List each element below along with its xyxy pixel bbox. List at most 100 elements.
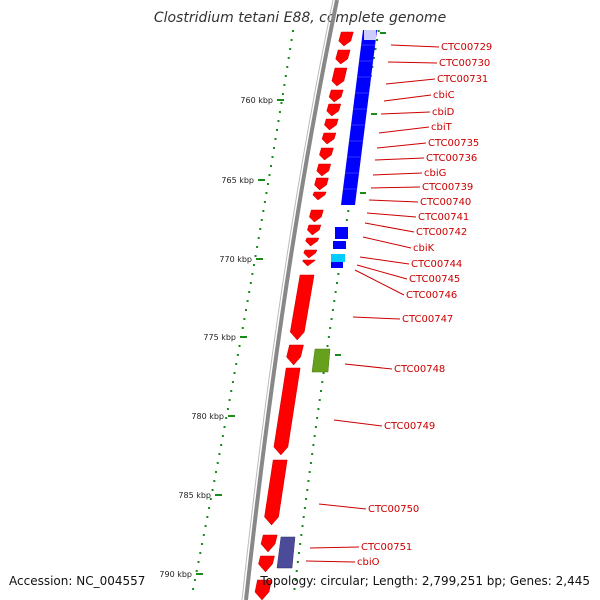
ruler-dash: [380, 32, 386, 34]
ruler-dot: [238, 345, 241, 347]
ruler-dot: [225, 417, 228, 419]
ruler-dot: [316, 417, 319, 419]
ruler-dot: [335, 282, 338, 284]
ruler-dot: [305, 498, 308, 500]
ruler-dash: [371, 113, 377, 115]
ruler-dot: [293, 588, 296, 590]
ruler-dot: [331, 309, 334, 311]
gene-label-ctc00746: CTC00746: [406, 290, 457, 301]
gene-arrow: [316, 163, 332, 177]
ruler-dot: [329, 327, 332, 329]
gene-label-cbic: cbiC: [433, 90, 455, 101]
ruler-dot: [218, 453, 221, 455]
gene-arrow: [307, 224, 322, 236]
ruler-dot: [319, 390, 322, 392]
ruler-dot: [252, 264, 255, 266]
leader-line: [385, 78, 436, 85]
ruler-dot: [262, 210, 265, 212]
kbp-tick: [258, 179, 265, 181]
kbp-tick: [277, 99, 284, 101]
leader-line: [309, 546, 360, 549]
operon-block-segment: [341, 30, 377, 205]
ruler-dot: [374, 48, 377, 50]
ruler-dot: [208, 507, 211, 509]
ruler-dot: [271, 156, 274, 158]
operon-block-cap: [364, 30, 376, 40]
ruler-dot: [313, 435, 316, 437]
ruler-dot: [333, 300, 336, 302]
ruler-dot: [236, 354, 239, 356]
ruler-dot: [312, 444, 315, 446]
ruler-dot: [263, 201, 266, 203]
gene-label-ctc00731: CTC00731: [437, 74, 488, 85]
ruler-dot: [294, 579, 297, 581]
ruler-dot: [266, 183, 269, 185]
ruler-dot: [308, 471, 311, 473]
ruler-dot: [275, 129, 278, 131]
leader-line: [387, 61, 438, 64]
kbp-tick-label: 790 kbp: [159, 570, 192, 579]
gene-arrow-long: [254, 579, 272, 600]
backbone-arc: [241, 0, 339, 600]
gene-label-cbig: cbiG: [424, 168, 446, 179]
ruler-dot: [283, 84, 286, 86]
leader-line: [378, 126, 430, 134]
ruler-dot: [257, 237, 260, 239]
gene-label-ctc00739: CTC00739: [422, 182, 473, 193]
leader-line: [356, 264, 408, 280]
ruler-dot: [309, 462, 312, 464]
gene-arrow: [314, 177, 329, 191]
ruler-dot: [204, 525, 207, 527]
ruler-dot: [281, 93, 284, 95]
ruler-dot: [298, 552, 301, 554]
ruler-dot: [327, 336, 330, 338]
leader-line: [359, 256, 410, 265]
gene-label-cbit: cbiT: [431, 122, 453, 133]
operon-blue-block: [341, 30, 377, 205]
ruler-dot: [197, 561, 200, 563]
kbp-tick-label: 785 kbp: [178, 491, 211, 500]
gene-block: [335, 227, 348, 239]
leader-line: [366, 212, 417, 218]
kbp-tick: [240, 336, 247, 338]
gene-label-ctc00749: CTC00749: [384, 421, 435, 432]
gene-label-ctc00747: CTC00747: [402, 314, 453, 325]
gene-arrow-long: [286, 344, 304, 366]
ruler-dot: [377, 30, 380, 32]
ruler-dot: [248, 291, 251, 293]
ruler-dot: [246, 300, 249, 302]
ruler-dot: [251, 273, 254, 275]
secondary-genes: [276, 32, 386, 569]
gene-block-navy: [276, 536, 296, 569]
leader-line: [364, 222, 415, 233]
gene-block-olive: [311, 348, 331, 373]
gene-labels: CTC00729 CTC00730 CTC00731 cbiC cbiD cbiT CTC0…: [357, 42, 492, 568]
ruler-dot: [192, 588, 195, 590]
gene-label-cbik: cbiK: [413, 243, 435, 254]
gene-arrow: [319, 147, 334, 161]
ruler-dot: [337, 273, 340, 275]
leader-line: [383, 94, 432, 102]
ruler-dot: [302, 516, 305, 518]
ruler-dot: [326, 345, 329, 347]
leader-line: [390, 44, 440, 48]
ruler-dot: [226, 408, 229, 410]
ruler-dot: [231, 381, 234, 383]
gene-label-ctc00745: CTC00745: [409, 274, 460, 285]
ruler-dot: [244, 309, 247, 311]
leader-line: [380, 111, 431, 115]
kbp-tick-label: 765 kbp: [221, 176, 254, 185]
ruler-dot: [233, 372, 236, 374]
leader-line: [354, 269, 405, 296]
ruler-dot: [193, 579, 196, 581]
kbp-tick: [196, 573, 203, 575]
gene-label-ctc00730: CTC00730: [439, 58, 490, 69]
gene-label-ctc00729: CTC00729: [441, 42, 492, 53]
kbp-tick-label: 780 kbp: [191, 412, 224, 421]
gene-arrow: [321, 132, 337, 145]
gene-block: [331, 262, 343, 268]
ruler-dot: [372, 57, 375, 59]
ruler-dot: [254, 255, 257, 257]
gene-arrow: [328, 89, 344, 103]
